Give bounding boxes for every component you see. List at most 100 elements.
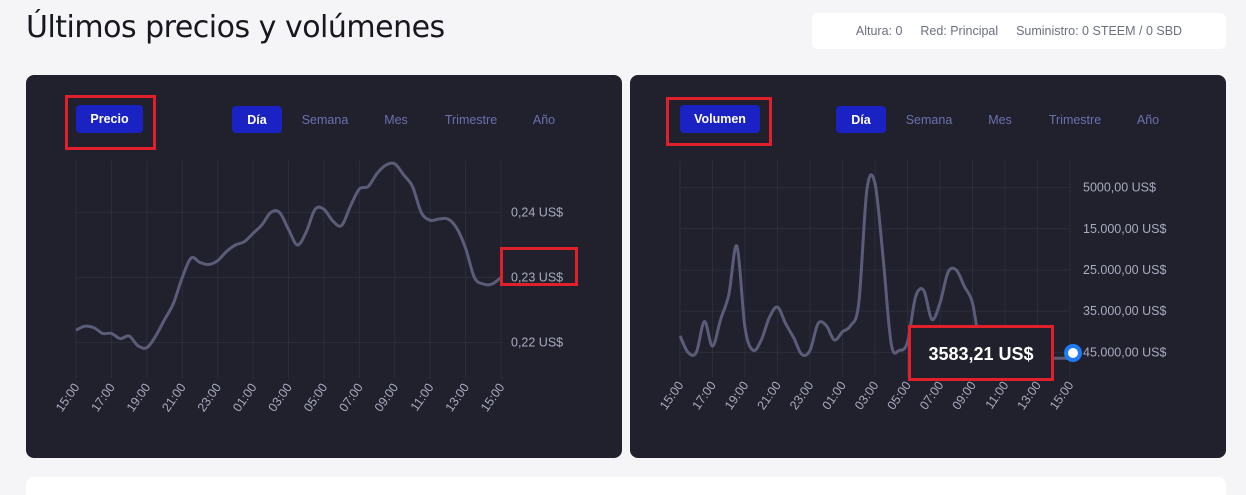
data-point [253, 233, 254, 234]
network-label: Red: Principal [920, 24, 999, 38]
data-point [720, 319, 721, 320]
y-tick-label: 45.000,00 US$ [1083, 345, 1166, 359]
data-point [421, 212, 422, 213]
price-chart: 15:00 17:00 19:00 21:00 23:00 01:00 03:00 05:00… [53, 161, 563, 415]
data-point [306, 232, 307, 233]
price-range-quarter[interactable]: Trimestre [444, 112, 498, 127]
data-point [891, 344, 892, 345]
volume-range-year[interactable]: Año [1136, 112, 1160, 127]
x-tick-label: 21:00 [755, 379, 784, 413]
x-tick-label: 15:00 [1047, 379, 1076, 413]
network-status-bar: Altura: 0 Red: Principal Suministro: 0 S… [812, 13, 1226, 49]
data-point [146, 347, 147, 348]
data-point [173, 303, 174, 304]
x-tick-label: 03:00 [266, 381, 295, 415]
price-range-week[interactable]: Semana [301, 112, 349, 127]
data-point [235, 245, 236, 246]
data-point [483, 284, 484, 285]
data-point [208, 264, 209, 265]
data-point [492, 284, 493, 285]
x-tick-label: 17:00 [690, 379, 719, 413]
volume-range-quarter[interactable]: Trimestre [1048, 112, 1102, 127]
data-point [403, 174, 404, 175]
data-point [810, 350, 811, 351]
data-point [120, 338, 121, 339]
data-point [102, 333, 103, 334]
data-point [753, 350, 754, 351]
price-tick-highlight [500, 247, 578, 286]
x-tick-label: 07:00 [336, 381, 365, 415]
data-point [465, 248, 466, 249]
data-point [883, 257, 884, 258]
x-tick-label: 23:00 [787, 379, 816, 413]
y-tick-label: 35.000,00 US$ [1083, 304, 1166, 318]
data-point [858, 302, 859, 303]
data-point [199, 262, 200, 263]
next-section-card [26, 477, 1226, 495]
x-tick-label: 03:00 [852, 379, 881, 413]
volume-chart-card: 15:00 17:00 19:00 21:00 23:00 01:00 03:00 05:00… [630, 75, 1226, 458]
data-point [129, 336, 130, 337]
data-point [680, 335, 681, 336]
data-point [332, 220, 333, 221]
data-point [818, 323, 819, 324]
data-point [350, 206, 351, 207]
data-point [182, 277, 183, 278]
data-point [111, 333, 112, 334]
x-tick-label: 05:00 [301, 381, 330, 415]
price-range-day[interactable]: Día [232, 106, 282, 133]
price-range-month[interactable]: Mes [384, 112, 408, 127]
x-tick-label: 09:00 [372, 381, 401, 415]
price-chart-card: 15:00 17:00 19:00 21:00 23:00 01:00 03:00 05:00… [26, 75, 622, 458]
data-point [456, 228, 457, 229]
data-point [931, 319, 932, 320]
volume-range-week[interactable]: Semana [905, 112, 953, 127]
data-point [761, 340, 762, 341]
y-tick-label: 25.000,00 US$ [1083, 263, 1166, 277]
data-point [261, 224, 262, 225]
data-point [972, 302, 973, 303]
data-point [412, 186, 413, 187]
volume-metric-button[interactable]: Volumen [680, 105, 760, 133]
x-tick-label: 13:00 [1015, 379, 1044, 413]
data-point [688, 352, 689, 353]
data-point [191, 258, 192, 259]
data-point [394, 163, 395, 164]
data-point [745, 327, 746, 328]
y-tick-label: 0,22 US$ [511, 336, 563, 350]
x-tick-label: 01:00 [230, 381, 259, 415]
data-point [474, 277, 475, 278]
y-tick-label: 0,23 US$ [511, 271, 563, 285]
data-point [850, 325, 851, 326]
data-point [315, 209, 316, 210]
x-tick-label: 11:00 [983, 379, 1012, 412]
data-point [93, 327, 94, 328]
tooltip-highlight [908, 325, 1054, 381]
data-point [341, 225, 342, 226]
data-point [842, 331, 843, 332]
volume-range-day[interactable]: Día [836, 106, 886, 133]
x-tick-label: 11:00 [408, 381, 437, 414]
price-range-year[interactable]: Año [532, 112, 556, 127]
x-tick-label: 01:00 [820, 379, 849, 413]
data-point [915, 296, 916, 297]
data-point [323, 209, 324, 210]
data-point [785, 323, 786, 324]
data-point [385, 165, 386, 166]
price-metric-button[interactable]: Precio [76, 105, 143, 133]
price-button-highlight [65, 95, 156, 150]
data-point [704, 321, 705, 322]
supply-label: Suministro: 0 STEEM / 0 SBD [1016, 24, 1183, 38]
data-point [923, 290, 924, 291]
data-point [964, 286, 965, 287]
data-point [155, 336, 156, 337]
data-point [801, 354, 802, 355]
page-title: Últimos precios y volúmenes [26, 10, 445, 45]
data-point [279, 212, 280, 213]
data-point [866, 189, 867, 190]
volume-range-month[interactable]: Mes [988, 112, 1012, 127]
volume-button-highlight [666, 97, 772, 146]
data-point [696, 352, 697, 353]
data-point [899, 350, 900, 351]
x-tick-label: 17:00 [88, 381, 117, 415]
